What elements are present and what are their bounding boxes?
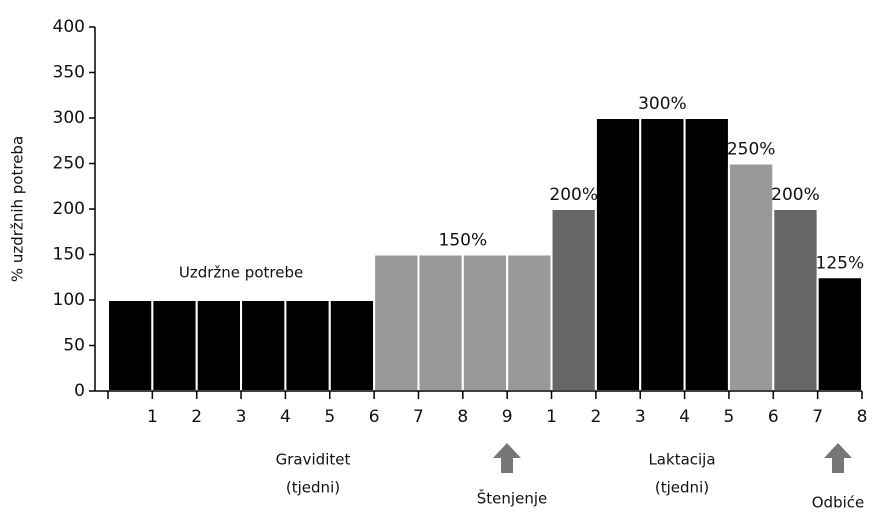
x-tick-label: 6 (369, 407, 380, 427)
value-label: 200% (771, 185, 820, 205)
bar (373, 253, 420, 392)
x-tick-label: 7 (812, 407, 823, 427)
x-tick-label: 5 (324, 407, 335, 427)
y-tick-label: 250 (53, 154, 85, 174)
bar (284, 299, 331, 392)
x-tick-label: 4 (280, 407, 291, 427)
x-tick-label: 2 (590, 407, 601, 427)
arrow (824, 443, 852, 473)
bar (683, 117, 730, 392)
bar (461, 253, 509, 392)
y-tick-label: 0 (74, 381, 85, 401)
value-label: 150% (439, 231, 488, 251)
bar (772, 208, 819, 392)
annotation: Uzdržne potrebe (179, 264, 303, 282)
x-tick-label: 8 (857, 407, 868, 427)
bar (151, 299, 198, 392)
bar (328, 299, 376, 392)
x-tick-label: 1 (147, 407, 158, 427)
x-tick-label: 8 (457, 407, 468, 427)
bar (727, 162, 775, 392)
bar (195, 299, 243, 392)
bar (639, 117, 686, 392)
group-label: (tjedni) (655, 479, 709, 497)
x-tick-label: 7 (413, 407, 424, 427)
y-tick-label: 100 (53, 290, 85, 310)
x-tick-label: 3 (635, 407, 646, 427)
x-tick-label: 5 (724, 407, 735, 427)
x-tick-label: 2 (191, 407, 202, 427)
value-label: 125% (816, 253, 865, 273)
group-label: Laktacija (648, 451, 715, 469)
bar (107, 299, 154, 392)
y-tick-label: 400 (53, 17, 85, 37)
group-label: Graviditet (276, 451, 351, 469)
bar (240, 299, 287, 392)
event-label: Štenjenje (477, 489, 547, 508)
event-label: Odbiće (812, 494, 865, 512)
x-tick-label: 4 (679, 407, 690, 427)
value-label: 250% (727, 140, 776, 160)
y-tick-label: 300 (53, 108, 85, 128)
x-tick-label: 6 (768, 407, 779, 427)
y-tick-label: 50 (63, 336, 85, 356)
x-tick-label: 3 (236, 407, 247, 427)
bar (594, 117, 642, 392)
bar (816, 276, 863, 392)
value-label: 300% (638, 94, 687, 114)
value-label: 200% (549, 185, 598, 205)
y-axis-label: % uzdržnih potreba (9, 136, 27, 282)
x-tick-label: 1 (546, 407, 557, 427)
y-tick-label: 150 (53, 245, 85, 265)
group-label: (tjedni) (286, 479, 340, 497)
bar (417, 253, 464, 392)
bar (550, 208, 597, 392)
bar (506, 253, 553, 392)
y-tick-label: 200 (53, 199, 85, 219)
y-tick-label: 350 (53, 63, 85, 83)
arrow (493, 443, 521, 473)
x-tick-label: 9 (502, 407, 513, 427)
